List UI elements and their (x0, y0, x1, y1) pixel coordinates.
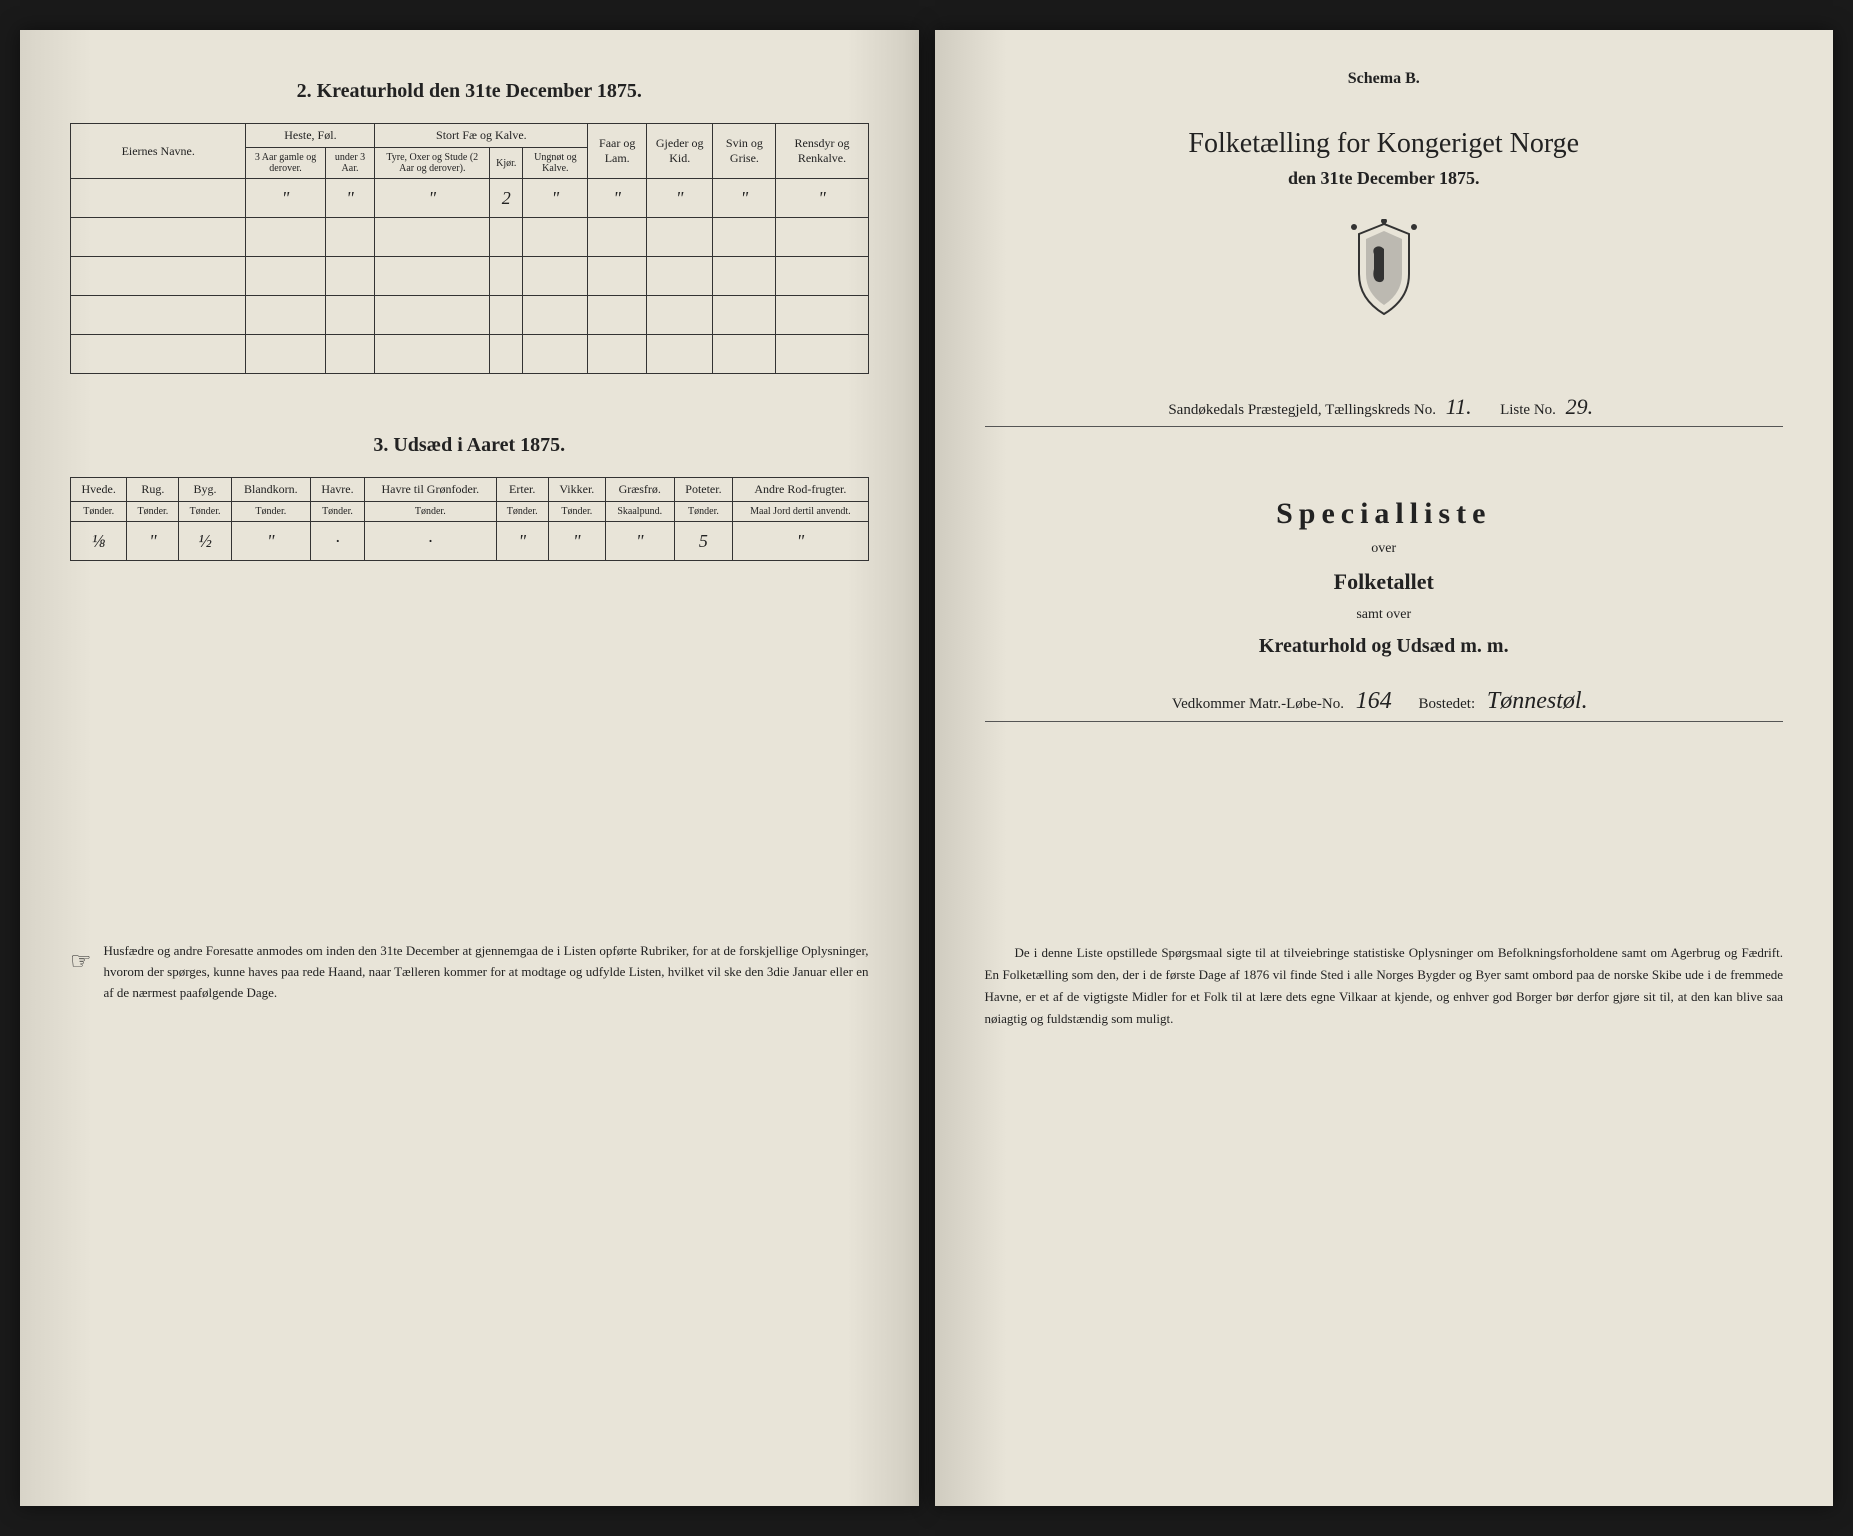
schema-label: Schema B. (985, 70, 1784, 88)
col-hvede: Hvede. (71, 478, 127, 502)
bosted-value: Tønnestøl. (1487, 688, 1588, 714)
col-poteter: Poteter. (674, 478, 733, 502)
registry-line: Sandøkedals Præstegjeld, Tællingskreds N… (985, 394, 1784, 427)
col-vikker: Vikker. (548, 478, 605, 502)
col-erter: Erter. (496, 478, 548, 502)
col-eiernes-navne: Eiernes Navne. (71, 124, 246, 179)
col-tyre: Tyre, Oxer og Stude (2 Aar og derover). (375, 148, 490, 179)
over-label: over (985, 541, 1784, 557)
col-heste: Heste, Føl. (246, 124, 375, 148)
right-footnote: De i denne Liste opstillede Spørgsmaal s… (985, 942, 1784, 1030)
table-row (71, 335, 869, 374)
col-svin: Svin og Grise. (713, 124, 776, 179)
liste-no: 29. (1566, 394, 1594, 419)
left-footnote: ☞ Husfædre og andre Foresatte anmodes om… (70, 941, 869, 1003)
table-row (71, 257, 869, 296)
table-udsaed: Hvede. Rug. Byg. Blandkorn. Havre. Havre… (70, 477, 869, 561)
table-kreaturhold: Eiernes Navne. Heste, Føl. Stort Fæ og K… (70, 123, 869, 374)
col-graesfro: Græsfrø. (605, 478, 674, 502)
col-kjor: Kjør. (490, 148, 523, 179)
bosted-label: Bostedet: (1418, 696, 1475, 712)
specialliste-title: Specialliste (985, 497, 1784, 531)
col-stort-fae: Stort Fæ og Kalve. (375, 124, 588, 148)
census-title: Folketælling for Kongeriget Norge (985, 128, 1784, 160)
kreds-no: 11. (1446, 394, 1472, 419)
vedkommer-line: Vedkommer Matr.-Løbe-No. 164 Bostedet: T… (985, 688, 1784, 722)
census-date: den 31te December 1875. (985, 168, 1784, 189)
col-rensdyr: Rensdyr og Renkalve. (776, 124, 868, 179)
right-page: Schema B. Folketælling for Kongeriget No… (935, 30, 1834, 1506)
col-ungnot: Ungnøt og Kalve. (523, 148, 588, 179)
liste-label: Liste No. (1500, 402, 1556, 418)
section2-title: 2. Kreaturhold den 31te December 1875. (70, 80, 869, 103)
col-havre-gronfoder: Havre til Grønfoder. (364, 478, 496, 502)
pointing-hand-icon: ☞ (70, 943, 92, 1003)
samt-over-label: samt over (985, 607, 1784, 623)
coat-of-arms-icon (985, 219, 1784, 324)
col-rug: Rug. (127, 478, 179, 502)
col-blandkorn: Blandkorn. (231, 478, 310, 502)
col-byg: Byg. (179, 478, 231, 502)
section3-title: 3. Udsæd i Aaret 1875. (70, 434, 869, 457)
col-heste-under3: under 3 Aar. (325, 148, 375, 179)
col-andre-rodfrugter: Andre Rod-frugter. (733, 478, 868, 502)
table-row (71, 218, 869, 257)
footnote-text: Husfædre og andre Foresatte anmodes om i… (104, 941, 869, 1003)
matr-no: 164 (1356, 688, 1392, 714)
table-row: ⅛ " ½ " · · " " " 5 " (71, 522, 869, 561)
parish-label: Sandøkedals Præstegjeld, Tællingskreds N… (1168, 402, 1436, 418)
kreatur-label: Kreaturhold og Udsæd m. m. (985, 635, 1784, 658)
book-spread: 2. Kreaturhold den 31te December 1875. E… (0, 0, 1853, 1536)
table-row (71, 296, 869, 335)
table-row: " " " 2 " " " " " (71, 179, 869, 218)
left-page: 2. Kreaturhold den 31te December 1875. E… (20, 30, 919, 1506)
col-heste-3aar: 3 Aar gamle og derover. (246, 148, 325, 179)
col-gjeder: Gjeder og Kid. (647, 124, 713, 179)
matr-label: Vedkommer Matr.-Løbe-No. (1172, 696, 1344, 712)
folketallet-label: Folketallet (985, 569, 1784, 595)
col-havre: Havre. (311, 478, 365, 502)
col-faar: Faar og Lam. (588, 124, 647, 179)
